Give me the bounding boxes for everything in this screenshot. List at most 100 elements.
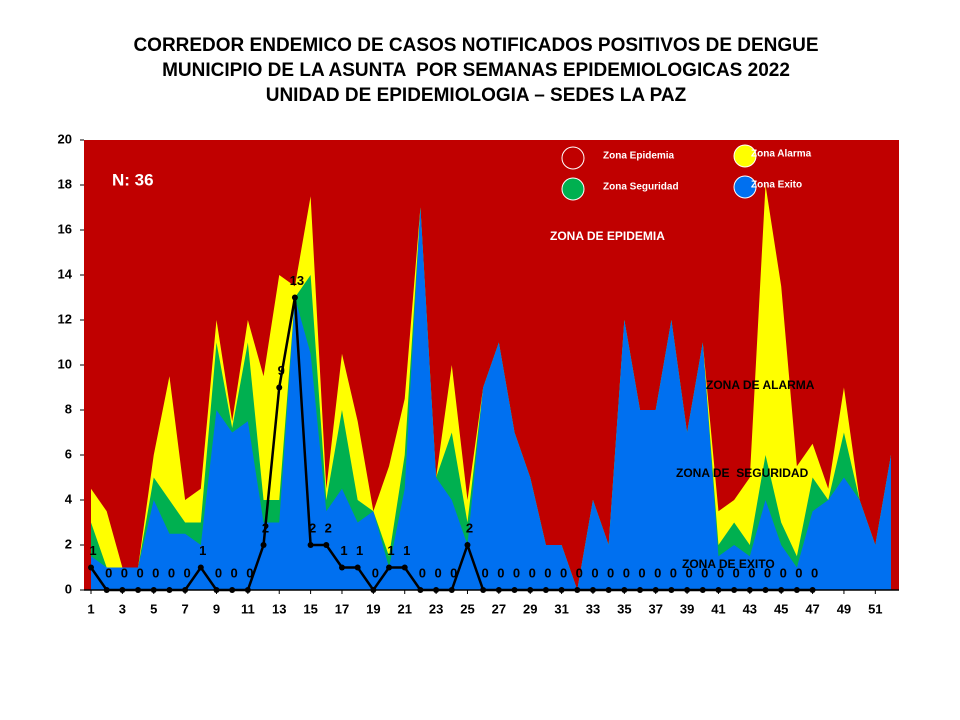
data-label: 2 <box>325 520 332 535</box>
case-point <box>323 542 330 548</box>
x-tick-label: 47 <box>805 601 819 616</box>
case-point <box>480 587 487 593</box>
data-label: 0 <box>717 565 724 580</box>
annotation: N: 36 <box>112 170 154 189</box>
case-point <box>229 587 236 593</box>
y-tick-label: 6 <box>65 446 72 461</box>
chart-title: MUNICIPIO DE LA ASUNTA POR SEMANAS EPIDE… <box>162 60 790 81</box>
case-point <box>762 587 769 593</box>
case-point <box>260 542 267 548</box>
x-tick-label: 41 <box>711 601 725 616</box>
data-label: 0 <box>780 565 787 580</box>
data-label: 2 <box>466 520 473 535</box>
data-label: 0 <box>544 565 551 580</box>
data-label: 0 <box>419 565 426 580</box>
annotation: ZONA DE SEGURIDAD <box>676 466 809 480</box>
x-tick-label: 7 <box>182 601 189 616</box>
data-label: 0 <box>121 565 128 580</box>
case-point <box>103 587 110 593</box>
x-tick-label: 43 <box>743 601 757 616</box>
data-label: 0 <box>497 565 504 580</box>
annotation: ZONA DE ALARMA <box>706 378 815 392</box>
legend-marker <box>733 175 757 199</box>
case-point <box>464 542 471 548</box>
data-label: 0 <box>215 565 222 580</box>
y-tick-label: 14 <box>58 266 73 281</box>
data-label: 1 <box>199 543 206 558</box>
x-tick-label: 1 <box>87 601 94 616</box>
case-point <box>637 587 644 593</box>
chart-title: UNIDAD DE EPIDEMIOLOGIA – SEDES LA PAZ <box>266 85 687 106</box>
case-point <box>433 587 440 593</box>
data-label: 0 <box>434 565 441 580</box>
data-label: 0 <box>576 565 583 580</box>
data-label: 0 <box>607 565 614 580</box>
data-label: 0 <box>654 565 661 580</box>
case-point <box>574 587 581 593</box>
y-tick-label: 16 <box>58 221 72 236</box>
case-point <box>417 587 424 593</box>
data-label: 0 <box>764 565 771 580</box>
data-label: 0 <box>591 565 598 580</box>
annotation: ZONA DE EXITO <box>682 557 775 571</box>
data-label: 1 <box>356 543 363 558</box>
case-point <box>652 587 659 593</box>
data-label: 0 <box>105 565 112 580</box>
data-label: 0 <box>748 565 755 580</box>
data-label: 0 <box>795 565 802 580</box>
y-tick-label: 2 <box>65 536 72 551</box>
data-label: 1 <box>89 543 96 558</box>
case-point <box>307 542 314 548</box>
data-label: 0 <box>136 565 143 580</box>
x-tick-label: 23 <box>429 601 443 616</box>
x-tick-label: 51 <box>868 601 882 616</box>
data-label: 0 <box>231 565 238 580</box>
data-label: 1 <box>403 543 410 558</box>
x-tick-label: 27 <box>492 601 506 616</box>
data-label: 0 <box>482 565 489 580</box>
case-point <box>291 294 298 301</box>
y-tick-label: 20 <box>58 131 72 146</box>
x-tick-label: 31 <box>554 601 568 616</box>
case-point <box>778 587 785 593</box>
case-point <box>621 587 628 593</box>
y-tick-label: 0 <box>65 581 72 596</box>
x-tick-label: 9 <box>213 601 220 616</box>
data-label: 0 <box>450 565 457 580</box>
x-tick-label: 17 <box>335 601 349 616</box>
case-point <box>276 384 283 391</box>
x-tick-label: 21 <box>397 601 411 616</box>
annotation: ZONA DE EPIDEMIA <box>550 229 665 243</box>
data-label: 1 <box>387 543 394 558</box>
x-tick-label: 35 <box>617 601 631 616</box>
data-label: 0 <box>152 565 159 580</box>
case-point <box>197 564 204 571</box>
case-point <box>527 587 534 593</box>
case-point <box>511 587 518 593</box>
data-label: 0 <box>513 565 520 580</box>
case-point <box>386 564 393 571</box>
data-label: 1 <box>340 543 347 558</box>
data-label: 9 <box>278 363 285 378</box>
y-tick-label: 18 <box>58 176 72 191</box>
x-tick-label: 29 <box>523 601 537 616</box>
data-label: 0 <box>560 565 567 580</box>
data-label: 0 <box>670 565 677 580</box>
data-label: 13 <box>290 273 304 288</box>
case-point <box>731 587 738 593</box>
x-tick-label: 25 <box>460 601 474 616</box>
legend-label: Zona Alarma <box>751 149 812 160</box>
case-point <box>605 587 612 593</box>
case-point <box>448 587 455 593</box>
zone-area <box>91 207 891 590</box>
x-tick-label: 39 <box>680 601 694 616</box>
y-tick-label: 12 <box>58 311 72 326</box>
case-point <box>715 587 722 593</box>
x-tick-label: 11 <box>241 601 255 616</box>
data-label: 0 <box>701 565 708 580</box>
data-label: 0 <box>623 565 630 580</box>
data-label: 0 <box>372 565 379 580</box>
case-point <box>668 587 675 593</box>
y-tick-label: 8 <box>65 401 72 416</box>
y-tick-label: 4 <box>65 491 73 506</box>
